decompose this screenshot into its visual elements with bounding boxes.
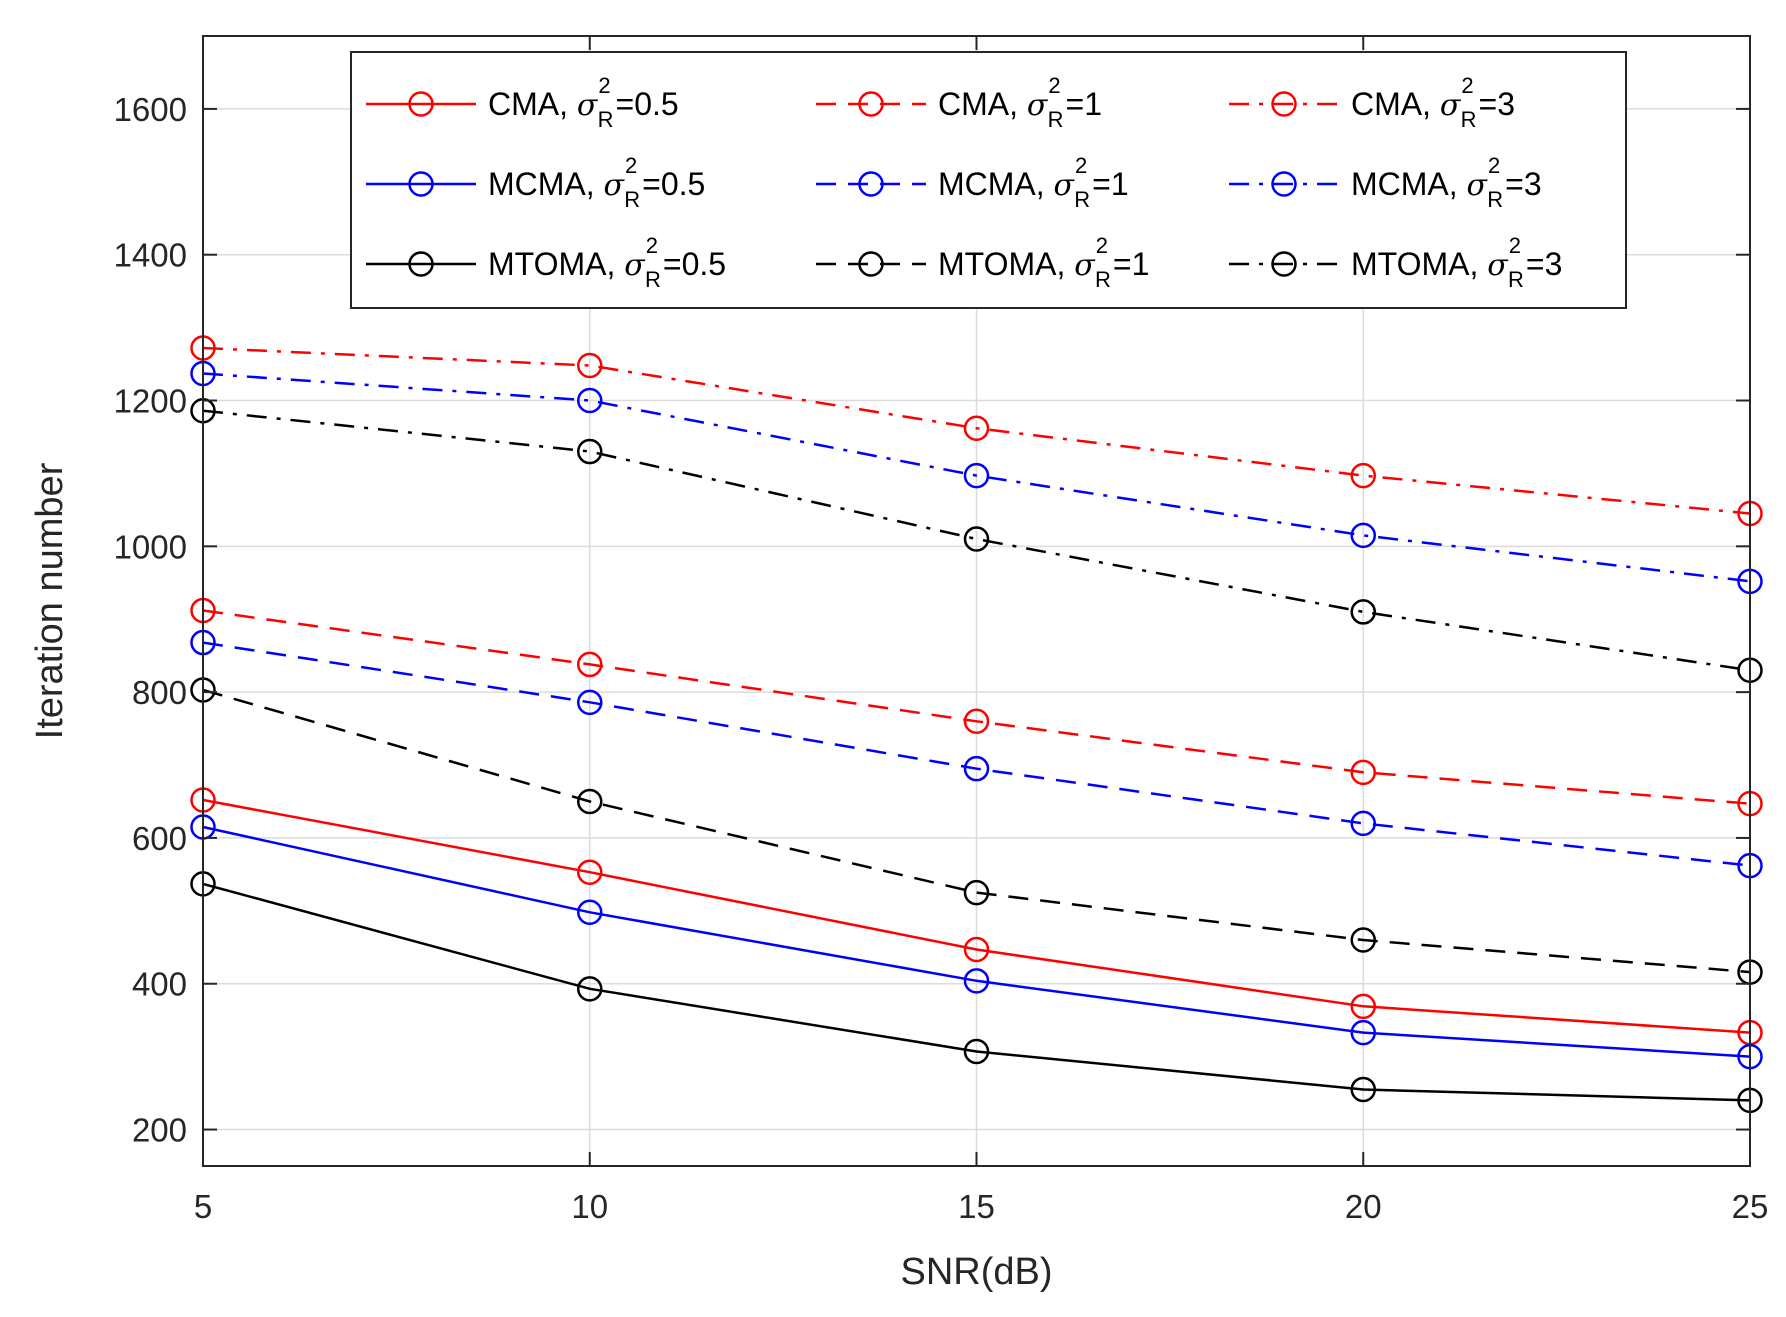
data-point-mcma-sigma-0-5 [577, 899, 603, 926]
y-tick-label: 1200 [114, 383, 187, 420]
data-point-mtoma-sigma-3 [1350, 599, 1376, 625]
data-point-cma-sigma-3 [1350, 462, 1376, 489]
y-tick-label: 1400 [114, 237, 187, 274]
data-point-mcma-sigma-3 [1350, 522, 1376, 549]
legend-marker-mcma-sigma-3 [1271, 171, 1297, 197]
data-point-mtoma-sigma-0-5 [963, 1038, 990, 1065]
data-point-mcma-sigma-1 [1350, 810, 1376, 837]
x-tick-label: 25 [1732, 1188, 1769, 1225]
legend-item-cma-sigma-3: CMA, σ2 R=3 [1229, 73, 1515, 132]
series-line-mtoma-sigma-1 [202, 688, 1751, 974]
legend-item-mtoma-sigma-3: MTOMA, σ2 R=3 [1229, 233, 1562, 292]
ticks: 5 10 15 20 25 200 400 600 800 1000 1200 1400 1600 [114, 36, 1769, 1225]
x-axis-title: SNR(dB) [900, 1251, 1052, 1293]
legend-item-mtoma-sigma-0-5: MTOMA, σ2 R=0.5 [366, 233, 726, 292]
x-tick-label: 5 [194, 1188, 212, 1225]
data-point-cma-sigma-1 [577, 651, 603, 678]
legend-label-cma-sigma-1: CMA, σ2 R=1 [938, 73, 1102, 132]
legend-marker-cma-sigma-3 [1271, 91, 1297, 117]
legend-item-mtoma-sigma-1: MTOMA, σ2 R=1 [816, 233, 1149, 292]
series-line-cma-sigma-1 [202, 609, 1751, 805]
series-line-mcma-sigma-3 [202, 372, 1751, 583]
data-point-mtoma-sigma-3 [577, 438, 603, 465]
series-line-cma-sigma-0-5 [202, 798, 1751, 1034]
legend-box [350, 51, 1627, 309]
data-point-mcma-sigma-0-5 [1350, 1019, 1376, 1046]
data-point-mtoma-sigma-1 [1350, 927, 1376, 953]
data-point-mcma-sigma-1 [963, 755, 990, 782]
legend-marker-mcma-sigma-0-5 [408, 171, 434, 197]
data-point-mcma-sigma-1 [577, 689, 603, 716]
data-point-cma-sigma-3 [577, 352, 603, 379]
legend-label-mcma-sigma-3: MCMA, σ2 R=3 [1351, 153, 1542, 212]
legend-item-mcma-sigma-0-5: MCMA, σ2 R=0.5 [366, 153, 705, 212]
legend-label-mcma-sigma-1: MCMA, σ2 R=1 [938, 153, 1129, 212]
legend-label-mtoma-sigma-1: MTOMA, σ2 R=1 [938, 233, 1149, 292]
data-point-mcma-sigma-3 [963, 462, 990, 489]
series-line-mtoma-sigma-3 [202, 409, 1751, 672]
data-point-mcma-sigma-3 [577, 387, 603, 414]
legend-marker-mtoma-sigma-3 [1271, 251, 1297, 277]
data-point-cma-sigma-0-5 [1350, 993, 1376, 1020]
y-tick-label: 1600 [114, 91, 187, 128]
legend-marker-mtoma-sigma-0-5 [408, 251, 434, 277]
data-point-cma-sigma-3 [963, 415, 990, 441]
legend-label-mcma-sigma-0-5: MCMA, σ2 R=0.5 [488, 153, 705, 212]
y-axis-title: Iteration number [29, 462, 71, 739]
data-point-mtoma-sigma-3 [963, 526, 990, 552]
legend-marker-mtoma-sigma-1 [858, 251, 884, 277]
legend-label-cma-sigma-0-5: CMA, σ2 R=0.5 [488, 73, 679, 132]
series-line-mcma-sigma-0-5 [202, 825, 1751, 1058]
series-layer [190, 335, 1763, 1114]
y-tick-label: 1000 [114, 528, 187, 565]
data-point-cma-sigma-1 [963, 708, 990, 735]
series-line-mcma-sigma-1 [202, 641, 1751, 867]
legend-label-cma-sigma-3: CMA, σ2 R=3 [1351, 73, 1515, 132]
legend: CMA, σ2 R=0.5 CMA, σ2 R=1 CMA, σ2 R=3 MCMA, σ2… [350, 51, 1627, 309]
series-line-mtoma-sigma-0-5 [202, 882, 1751, 1102]
y-tick-label: 800 [132, 674, 187, 711]
x-tick-label: 15 [958, 1188, 995, 1225]
data-point-cma-sigma-0-5 [963, 936, 990, 963]
legend-marker-mcma-sigma-1 [858, 171, 884, 197]
legend-item-cma-sigma-1: CMA, σ2 R=1 [816, 73, 1102, 132]
legend-item-cma-sigma-0-5: CMA, σ2 R=0.5 [366, 73, 679, 132]
data-point-mtoma-sigma-1 [963, 879, 990, 906]
y-tick-label: 400 [132, 966, 187, 1003]
data-point-mcma-sigma-0-5 [963, 968, 990, 994]
data-point-cma-sigma-1 [1350, 759, 1376, 786]
data-point-cma-sigma-0-5 [577, 859, 603, 885]
legend-label-mtoma-sigma-3: MTOMA, σ2 R=3 [1351, 233, 1562, 292]
legend-marker-cma-sigma-1 [858, 91, 884, 117]
data-point-mtoma-sigma-0-5 [577, 976, 603, 1002]
x-tick-label: 10 [571, 1188, 608, 1225]
legend-item-mcma-sigma-3: MCMA, σ2 R=3 [1229, 153, 1542, 212]
series-line-cma-sigma-3 [202, 346, 1751, 515]
x-tick-label: 20 [1345, 1188, 1382, 1225]
data-point-mtoma-sigma-1 [577, 788, 603, 815]
y-tick-label: 200 [132, 1112, 187, 1149]
legend-item-mcma-sigma-1: MCMA, σ2 R=1 [816, 153, 1129, 212]
legend-label-mtoma-sigma-0-5: MTOMA, σ2 R=0.5 [488, 233, 726, 292]
y-tick-label: 600 [132, 820, 187, 857]
data-point-mtoma-sigma-0-5 [1350, 1076, 1376, 1103]
legend-marker-cma-sigma-0-5 [408, 91, 434, 117]
